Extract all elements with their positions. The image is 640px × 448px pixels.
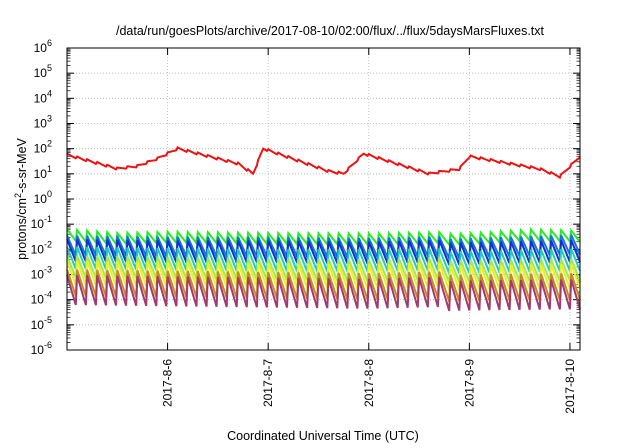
y-axis-label-exponent: 2 — [13, 193, 23, 198]
plot-frame — [66, 47, 581, 351]
y-tick-label: 106 — [34, 38, 52, 55]
series-line-8 — [66, 269, 581, 302]
y-tick-label: 10-2 — [31, 239, 52, 256]
y-tick-label: 10-4 — [31, 290, 52, 307]
y-tick-label: 105 — [34, 63, 52, 80]
x-tick-label: 2017-8-10 — [563, 359, 577, 414]
x-tick-label: 2017-8-8 — [362, 359, 376, 407]
x-tick-label: 2017-8-9 — [462, 359, 476, 407]
y-tick-label: 10-1 — [31, 214, 52, 231]
y-tick-label: 101 — [34, 164, 52, 181]
series-lines — [66, 146, 581, 312]
y-tick-label: 102 — [34, 139, 52, 156]
chart-title: /data/run/goesPlots/archive/2017-08-10/0… — [116, 24, 545, 38]
series-line-3 — [66, 234, 581, 260]
series-line-7 — [66, 260, 581, 291]
x-tick-label: 2017-8-6 — [161, 359, 175, 407]
y-axis-label-rest: -s-sr-MeV — [15, 137, 29, 193]
y-tick-label: 100 — [34, 189, 52, 206]
y-tick-label: 10-6 — [31, 340, 52, 357]
x-axis-label: Coordinated Universal Time (UTC) — [227, 429, 419, 443]
y-tick-label: 103 — [34, 114, 52, 131]
grid — [67, 48, 580, 350]
y-ticks: 10-6 10-5 10-4 10-3 10-2 10-1 100 101 102 103 104 1… — [31, 38, 580, 357]
series-line-9 — [66, 274, 581, 312]
y-axis-label: protons/cm2-s-sr-MeV — [13, 137, 29, 259]
y-tick-label: 10-5 — [31, 315, 52, 332]
series-line-6 — [66, 255, 581, 283]
y-axis-label-base: protons/cm — [15, 198, 29, 260]
x-ticks: 2017-8-6 2017-8-7 2017-8-8 2017-8-9 2017-8-1… — [161, 48, 577, 414]
series-line-1 — [66, 146, 581, 180]
series-line-4 — [66, 238, 581, 266]
y-tick-label: 10-3 — [31, 265, 52, 282]
series-line-5 — [66, 246, 581, 274]
series-line-2 — [66, 226, 581, 248]
x-tick-label: 2017-8-7 — [261, 359, 275, 407]
y-tick-label: 104 — [34, 88, 52, 105]
